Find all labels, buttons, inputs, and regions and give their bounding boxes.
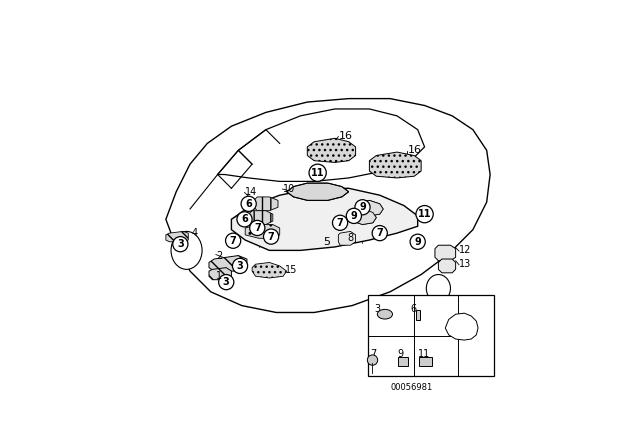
Text: 3: 3 — [177, 239, 184, 249]
Text: 15: 15 — [285, 265, 297, 276]
Text: 6: 6 — [411, 304, 417, 314]
Polygon shape — [249, 211, 273, 224]
Text: 11: 11 — [418, 209, 431, 219]
Circle shape — [232, 258, 248, 273]
Circle shape — [372, 225, 387, 241]
Text: 7: 7 — [370, 349, 376, 359]
Text: 6: 6 — [241, 214, 248, 224]
Polygon shape — [438, 259, 456, 273]
Circle shape — [241, 196, 256, 211]
Circle shape — [309, 164, 326, 181]
Circle shape — [173, 237, 188, 252]
Polygon shape — [245, 224, 280, 238]
Polygon shape — [369, 152, 421, 178]
Circle shape — [264, 229, 278, 244]
Bar — [416, 310, 420, 320]
Polygon shape — [356, 200, 383, 216]
Circle shape — [355, 200, 370, 215]
Text: 11: 11 — [311, 168, 324, 178]
Text: 7: 7 — [254, 223, 260, 233]
Text: 7: 7 — [230, 236, 237, 246]
Text: 00056981: 00056981 — [390, 383, 433, 392]
Text: 16: 16 — [339, 131, 353, 141]
Circle shape — [410, 234, 425, 250]
Bar — [419, 358, 432, 366]
Circle shape — [237, 212, 252, 227]
Circle shape — [416, 206, 433, 223]
Text: 16: 16 — [407, 145, 421, 155]
Text: 3: 3 — [223, 277, 230, 287]
Text: 14: 14 — [244, 187, 257, 198]
Text: 11: 11 — [418, 349, 430, 359]
Polygon shape — [445, 313, 478, 340]
Circle shape — [219, 275, 234, 290]
Text: 4: 4 — [192, 228, 198, 238]
Polygon shape — [435, 245, 456, 261]
Text: 9: 9 — [414, 237, 421, 247]
Polygon shape — [166, 232, 188, 242]
Text: 3: 3 — [237, 261, 243, 271]
Polygon shape — [254, 197, 278, 211]
Text: 13: 13 — [459, 259, 471, 269]
Text: 10: 10 — [282, 184, 294, 194]
Text: 5: 5 — [323, 237, 330, 247]
Polygon shape — [232, 188, 418, 250]
Text: 7: 7 — [376, 228, 383, 238]
Circle shape — [367, 355, 378, 365]
Text: 12: 12 — [459, 246, 472, 255]
Ellipse shape — [426, 275, 451, 302]
Text: 9: 9 — [359, 202, 366, 212]
Text: 2: 2 — [216, 250, 222, 261]
Text: 7: 7 — [268, 232, 275, 241]
Circle shape — [346, 208, 362, 224]
Polygon shape — [287, 183, 349, 200]
Polygon shape — [356, 200, 383, 216]
Polygon shape — [209, 255, 247, 271]
Polygon shape — [209, 267, 232, 280]
Bar — [367, 295, 493, 376]
Polygon shape — [339, 232, 356, 245]
Ellipse shape — [171, 232, 202, 269]
Circle shape — [250, 220, 265, 236]
Text: 1: 1 — [216, 271, 222, 281]
Ellipse shape — [378, 310, 392, 319]
Polygon shape — [349, 209, 376, 224]
Bar — [398, 358, 408, 366]
Polygon shape — [349, 209, 376, 224]
Text: 6: 6 — [245, 199, 252, 209]
Text: 8: 8 — [347, 233, 353, 243]
Text: 9: 9 — [397, 349, 403, 359]
Text: 7: 7 — [337, 218, 344, 228]
Text: 9: 9 — [351, 211, 357, 221]
Text: 3: 3 — [374, 304, 381, 314]
Circle shape — [225, 233, 241, 248]
Polygon shape — [307, 138, 356, 163]
Circle shape — [333, 215, 348, 230]
Polygon shape — [252, 263, 287, 278]
